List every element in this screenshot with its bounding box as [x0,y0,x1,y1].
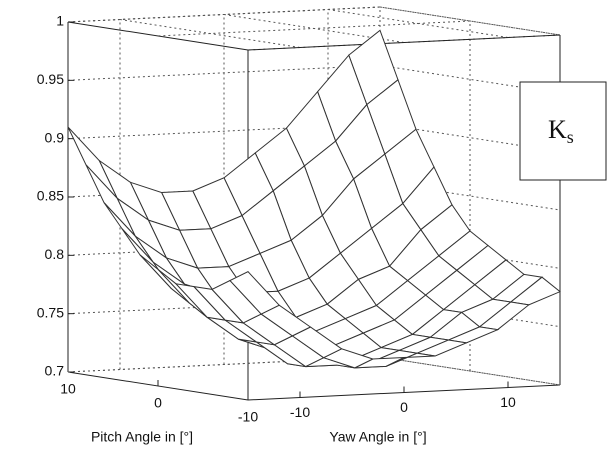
box-edge [67,6,381,23]
y-tick-label: 10 [60,381,76,397]
surface-patch [67,126,118,199]
z-tick-label: 0.75 [37,304,64,320]
z-tick-label: 0.8 [45,246,65,262]
x-tick-label: 10 [500,394,516,410]
x-tick-label: -10 [290,404,310,420]
annotation-sub: s [567,127,574,147]
z-tick-label: 1 [56,13,64,29]
y-tick-label: -10 [238,409,258,425]
x-axis-label: Yaw Angle in [°] [329,429,426,445]
grid-line [67,64,561,94]
annotation-box [519,81,607,181]
box-edge [247,34,561,51]
z-tick-label: 0.9 [45,129,65,145]
axis-line [247,384,561,401]
axis-line [67,371,249,401]
grid-line [67,6,561,36]
y-tick-label: 0 [154,395,162,411]
box-edge [379,6,561,36]
z-tick-label: 0.7 [45,363,65,379]
x-tick-label: 0 [400,399,408,415]
z-tick-label: 0.95 [37,71,64,87]
annotation-main: K [548,115,567,144]
surface-patch [229,271,281,315]
box-edge [379,356,561,386]
box-edge [67,21,249,51]
annotation: Ks [548,115,574,147]
z-tick-label: 0.85 [37,188,64,204]
y-axis-label: Pitch Angle in [°] [91,429,193,445]
